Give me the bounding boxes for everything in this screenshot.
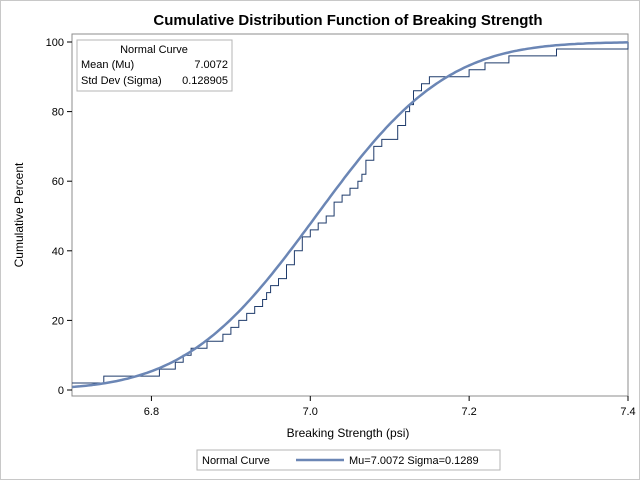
inset-box: Normal Curve Mean (Mu) 7.0072 Std Dev (S…: [76, 39, 233, 92]
y-tick-label: 100: [46, 37, 64, 49]
x-tick-label: 7.2: [461, 406, 476, 418]
series-layer: [71, 41, 629, 389]
y-axis: 0 20 40 60 80 100: [46, 37, 72, 397]
inset-mean-label: Mean (Mu): [81, 59, 134, 71]
chart-title: Cumulative Distribution Function of Brea…: [153, 12, 542, 29]
x-axis: 6.8 7.0 7.2 7.4: [144, 396, 636, 418]
legend: Normal Curve Mu=7.0072 Sigma=0.1289: [196, 449, 501, 471]
x-tick-label: 7.0: [303, 406, 318, 418]
inset-title: Normal Curve: [120, 44, 188, 56]
normal-cdf-curve: [71, 41, 628, 389]
x-axis-title: Breaking Strength (psi): [287, 426, 410, 440]
inset-mean-value: 7.0072: [194, 59, 228, 71]
y-axis-title: Cumulative Percent: [12, 162, 26, 267]
legend-entry: Mu=7.0072 Sigma=0.1289: [349, 455, 479, 467]
legend-title: Normal Curve: [202, 455, 270, 467]
y-tick-label: 80: [52, 107, 64, 119]
y-tick-label: 20: [52, 315, 64, 327]
inset-stddev-label: Std Dev (Sigma): [81, 75, 162, 87]
empirical-cdf-step: [72, 42, 629, 384]
plot-area: [71, 33, 629, 397]
y-tick-label: 60: [52, 176, 64, 188]
y-tick-label: 40: [52, 246, 64, 258]
x-tick-label: 7.4: [620, 406, 635, 418]
y-tick-label: 0: [58, 385, 64, 397]
inset-border: [76, 39, 233, 92]
x-tick-label: 6.8: [144, 406, 159, 418]
inset-stddev-value: 0.128905: [182, 75, 228, 87]
legend-border: [196, 449, 501, 471]
